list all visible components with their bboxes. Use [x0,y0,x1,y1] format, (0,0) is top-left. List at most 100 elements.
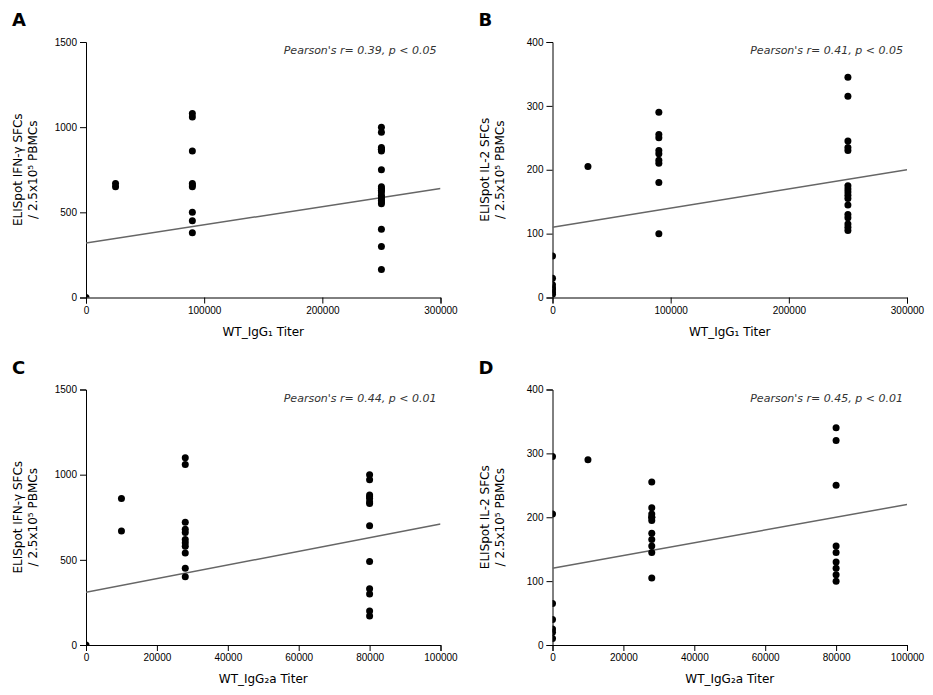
point [584,163,591,170]
point [553,275,557,282]
tick-mark [299,645,300,651]
tick-label: 20000 [143,652,171,663]
y-label-line: / 2.5x10⁵ PBMCs [26,121,40,219]
x-tick: 60000 [752,645,780,663]
tick-mark [80,645,86,646]
panel: 01000002000003000000100200300400WT_IgG₁ … [478,9,925,339]
x-tick: 60000 [285,645,313,663]
point [189,217,196,224]
y-tick: 500 [60,207,86,218]
fit-line [553,170,908,227]
tick-mark [80,127,86,128]
tick-mark [547,298,553,299]
tick-label: 100000 [891,652,925,663]
tick-label: 100000 [654,305,688,316]
axis-line [553,646,908,652]
point [118,527,125,534]
x-tick: 40000 [214,645,242,663]
x-tick: 100000 [424,645,458,663]
axis-line [87,298,442,304]
tick-label: 0 [538,292,544,303]
tick-label: 500 [60,555,77,566]
axis-line [547,43,554,299]
point [648,536,655,543]
tick-mark [80,560,86,561]
tick-label: 400 [527,37,544,48]
point [553,252,557,259]
point [553,616,557,623]
y-axis: 0100200300400 [527,384,553,651]
point [378,166,385,173]
y-label-line: / 2.5x10⁵ PBMCs [26,468,40,566]
tick-mark [789,298,790,304]
point [378,243,385,250]
fit-line [553,504,908,568]
tick-mark [836,645,837,651]
y-tick: 1500 [55,37,86,48]
panel: 0200004000060000800001000000100200300400… [478,357,925,687]
tick-label: 0 [84,305,90,316]
tick-label: 1000 [55,122,78,133]
y-label-line: ELISpot IL-2 SFCs [478,118,492,222]
tick-mark [80,390,86,391]
axis-line [80,43,87,299]
point [833,565,840,572]
tick-mark [694,645,695,651]
tick-label: 0 [71,640,77,651]
x-tick: 20000 [610,645,638,663]
point [182,529,189,536]
point [833,558,840,565]
tick-label: 60000 [285,652,313,663]
tick-label: 200000 [773,305,807,316]
point [655,230,662,237]
annotation: Pearson's r= 0.41, p < 0.05 [750,44,903,57]
point [182,565,189,572]
x-tick: 100000 [654,298,688,316]
point [655,109,662,116]
point [86,294,90,298]
point [366,500,373,507]
point [648,549,655,556]
tick-mark [547,581,553,582]
tick-label: 400 [527,384,544,395]
tick-label: 0 [538,640,544,651]
y-tick: 200 [527,512,553,523]
point [833,424,840,431]
y-tick: 200 [527,164,553,175]
y-label-line: / 2.5x10⁵ PBMCs [493,468,507,566]
point [833,571,840,578]
point [844,214,851,221]
annotation: Pearson's r= 0.44, p < 0.01 [284,392,437,405]
point [648,574,655,581]
point [844,147,851,154]
axis-line [553,298,908,304]
y-tick: 500 [60,555,86,566]
point [182,543,189,550]
tick-label: 60000 [752,652,780,663]
x-label: WT_IgG₂a Titer [685,672,774,686]
point [182,573,189,580]
tick-mark [228,645,229,651]
axis-line [80,390,87,646]
point [833,437,840,444]
annotation: Pearson's r= 0.39, p < 0.05 [284,44,437,57]
tick-mark [204,298,205,304]
y-label-line: ELISpot IFN-γ SFCs [11,461,25,574]
plot-area [86,454,441,645]
x-tick: 0 [550,645,556,663]
tick-mark [80,42,86,43]
point [844,201,851,208]
y-tick: 100 [527,228,553,239]
panel: 0100000200000300000050010001500WT_IgG₁ T… [11,9,458,339]
y-tick: 1000 [55,122,86,133]
tick-mark [441,298,442,304]
point [86,642,90,646]
tick-label: 200 [527,164,544,175]
x-tick: 20000 [143,645,171,663]
point [648,504,655,511]
fit-line [86,524,441,592]
tick-label: 100000 [424,652,458,663]
axis-line [547,390,554,646]
point [112,180,119,187]
tick-mark [547,170,553,171]
